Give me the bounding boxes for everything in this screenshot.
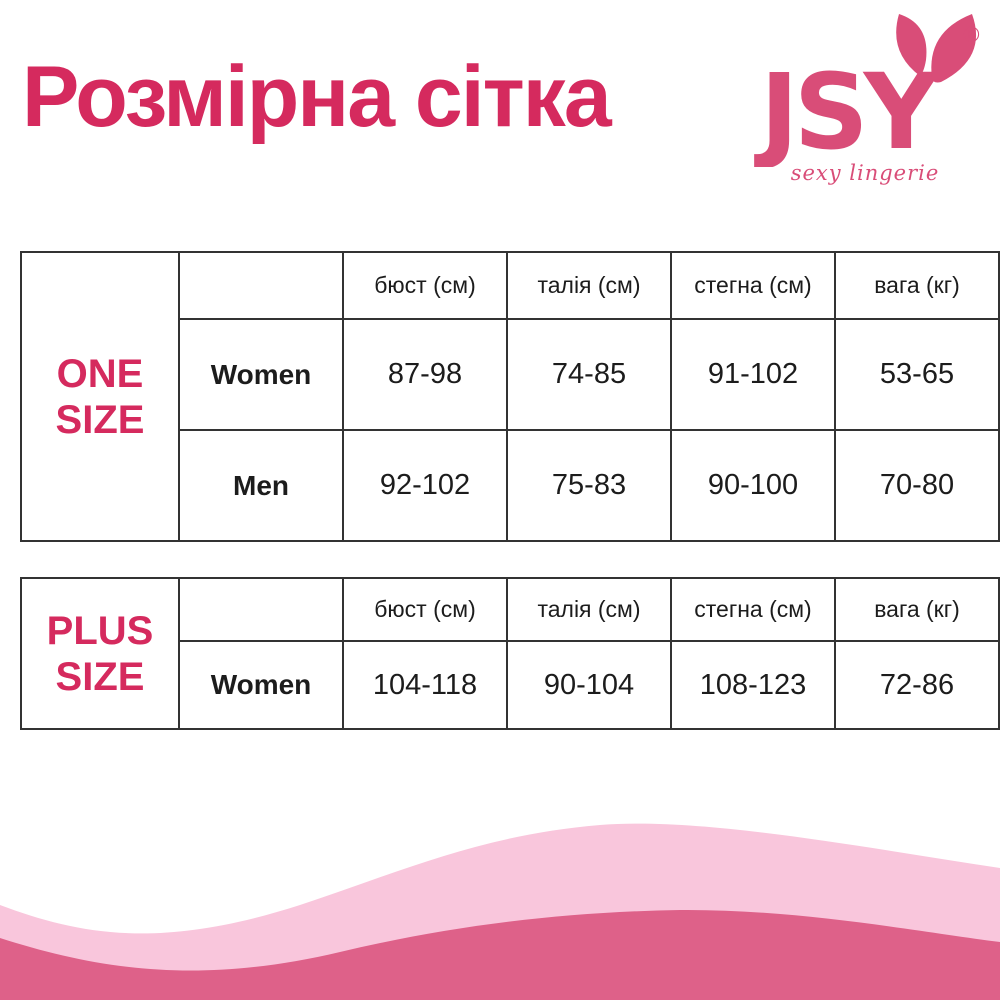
col-header-weight: вага (кг)	[834, 251, 1000, 320]
size-label-line: SIZE	[55, 654, 145, 699]
cell-waist: 90-104	[506, 640, 672, 730]
col-header-weight: вага (кг)	[834, 577, 1000, 642]
table-row-men: Men 92-102 75-83 90-100 70-80	[21, 429, 1000, 542]
one-size-table: ONE SIZE бюст (см) талія (см) стегна (см…	[20, 251, 1000, 542]
cell-weight: 72-86	[834, 640, 1000, 730]
size-label-line: SIZE	[55, 397, 145, 442]
cell-bust: 104-118	[342, 640, 508, 730]
table-row-women: Women 104-118 90-104 108-123 72-86	[21, 640, 1000, 730]
col-header-waist: талія (см)	[506, 251, 672, 320]
size-label-line: ONE	[56, 351, 144, 396]
size-group-label: PLUS SIZE	[20, 577, 180, 730]
decorative-waves	[0, 823, 1000, 1000]
col-header-bust: бюст (см)	[342, 577, 508, 642]
cell-waist: 75-83	[506, 429, 672, 542]
plus-size-table: PLUS SIZE бюст (см) талія (см) стегна (с…	[20, 577, 1000, 730]
table-row-women: Women 87-98 74-85 91-102 53-65	[21, 318, 1000, 431]
table-header-row: ONE SIZE бюст (см) талія (см) стегна (см…	[20, 251, 1000, 542]
logo-tagline: sexy lingerie	[790, 161, 940, 185]
cell-weight: 70-80	[834, 429, 1000, 542]
leaf-right-icon	[931, 14, 977, 83]
page-title: Розмірна сітка	[22, 49, 612, 145]
col-header-bust: бюст (см)	[342, 251, 508, 320]
row-label: Women	[178, 318, 344, 431]
cell-hips: 90-100	[670, 429, 836, 542]
size-group-label: ONE SIZE	[20, 251, 180, 542]
row-label: Men	[178, 429, 344, 542]
col-header-hips: стегна (см)	[670, 251, 836, 320]
wave-dark-shape	[0, 909, 1000, 1000]
leaf-left-icon	[896, 14, 927, 76]
cell-hips: 108-123	[670, 640, 836, 730]
col-header-waist: талія (см)	[506, 577, 672, 642]
cell-bust: 87-98	[342, 318, 508, 431]
table-header-row: PLUS SIZE бюст (см) талія (см) стегна (с…	[20, 577, 1000, 730]
cell-waist: 74-85	[506, 318, 672, 431]
cell-weight: 53-65	[834, 318, 1000, 431]
cell-hips: 91-102	[670, 318, 836, 431]
jsy-logo-graphic: JSY ®	[754, 14, 982, 167]
cell-bust: 92-102	[342, 429, 508, 542]
size-label-line: PLUS	[46, 608, 154, 653]
col-header-hips: стегна (см)	[670, 577, 836, 642]
corner-cell	[178, 577, 344, 642]
row-label: Women	[178, 640, 344, 730]
corner-cell	[178, 251, 344, 320]
brand-logo: JSY ® sexy lingerie	[740, 12, 990, 185]
registered-trademark: ®	[961, 23, 982, 47]
